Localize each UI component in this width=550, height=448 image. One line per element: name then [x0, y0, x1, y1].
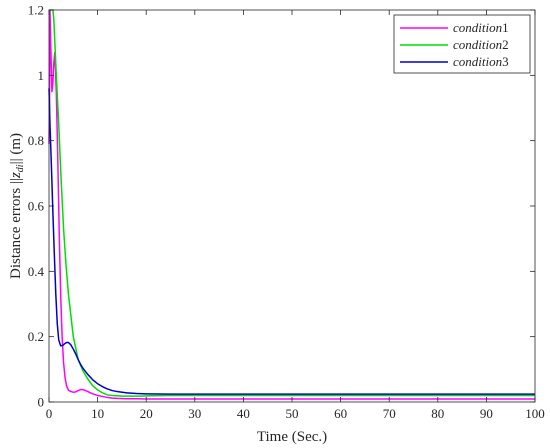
- legend-label-condition1-num: 1: [502, 20, 509, 35]
- y-tick-label-4: 0.8: [28, 133, 44, 148]
- legend-label-condition3: condition3: [453, 54, 509, 69]
- series-line-condition2: [49, 9, 535, 397]
- x-tick-label-20: 20: [140, 406, 153, 421]
- legend-entry-condition2: condition2: [400, 37, 509, 52]
- x-axis-ticks: 0 10 20 30 40 50 60 70 80 90 100: [46, 10, 545, 421]
- legend-entry-condition1: condition1: [400, 20, 509, 35]
- x-tick-label-90: 90: [480, 406, 493, 421]
- y-axis-label-norm-open: ||: [8, 178, 24, 184]
- x-tick-label-30: 30: [188, 406, 201, 421]
- legend-label-condition2-num: 2: [502, 37, 509, 52]
- legend-label-condition3-word: condition: [453, 54, 502, 69]
- x-tick-label-10: 10: [91, 406, 104, 421]
- y-axis-label-suffix: (m): [8, 133, 24, 158]
- series-layer: [48, 9, 535, 400]
- x-tick-label-40: 40: [237, 406, 250, 421]
- y-tick-label-2: 0.4: [28, 264, 45, 279]
- y-axis-ticks: 0 0.2 0.4 0.6 0.8 1 1.2: [28, 3, 535, 410]
- x-tick-label-50: 50: [286, 406, 299, 421]
- y-tick-label-3: 0.6: [28, 199, 45, 214]
- x-tick-label-60: 60: [334, 406, 347, 421]
- plot-background: [49, 10, 535, 402]
- y-tick-label-5: 1: [38, 68, 45, 83]
- legend-box: [393, 14, 531, 74]
- legend: condition1 condition2 condition3: [393, 14, 531, 74]
- series-line-condition3: [48, 88, 535, 395]
- y-tick-label-0: 0: [38, 395, 45, 410]
- y-tick-label-1: 0.2: [28, 329, 44, 344]
- legend-label-condition3-num: 3: [502, 54, 509, 69]
- y-axis-label-symbol: z: [8, 172, 24, 179]
- x-tick-label-70: 70: [383, 406, 396, 421]
- legend-entry-condition3: condition3: [400, 54, 509, 69]
- x-tick-label-100: 100: [525, 406, 545, 421]
- x-axis-label: Time (Sec.): [257, 429, 327, 445]
- legend-label-condition2: condition2: [453, 37, 509, 52]
- y-axis-label-subscript: di: [15, 164, 26, 172]
- series-line-condition1: [48, 9, 535, 400]
- y-axis-label-norm-close: ||: [8, 158, 24, 164]
- legend-label-condition1: condition1: [453, 20, 509, 35]
- y-tick-label-6: 1.2: [28, 3, 44, 18]
- legend-label-condition1-word: condition: [453, 20, 502, 35]
- x-tick-label-80: 80: [431, 406, 444, 421]
- y-axis-label: Distance errors ||zdi|| (m): [8, 133, 26, 279]
- legend-label-condition2-word: condition: [453, 37, 502, 52]
- x-tick-label-0: 0: [46, 406, 53, 421]
- y-axis-label-prefix: Distance errors: [8, 184, 24, 279]
